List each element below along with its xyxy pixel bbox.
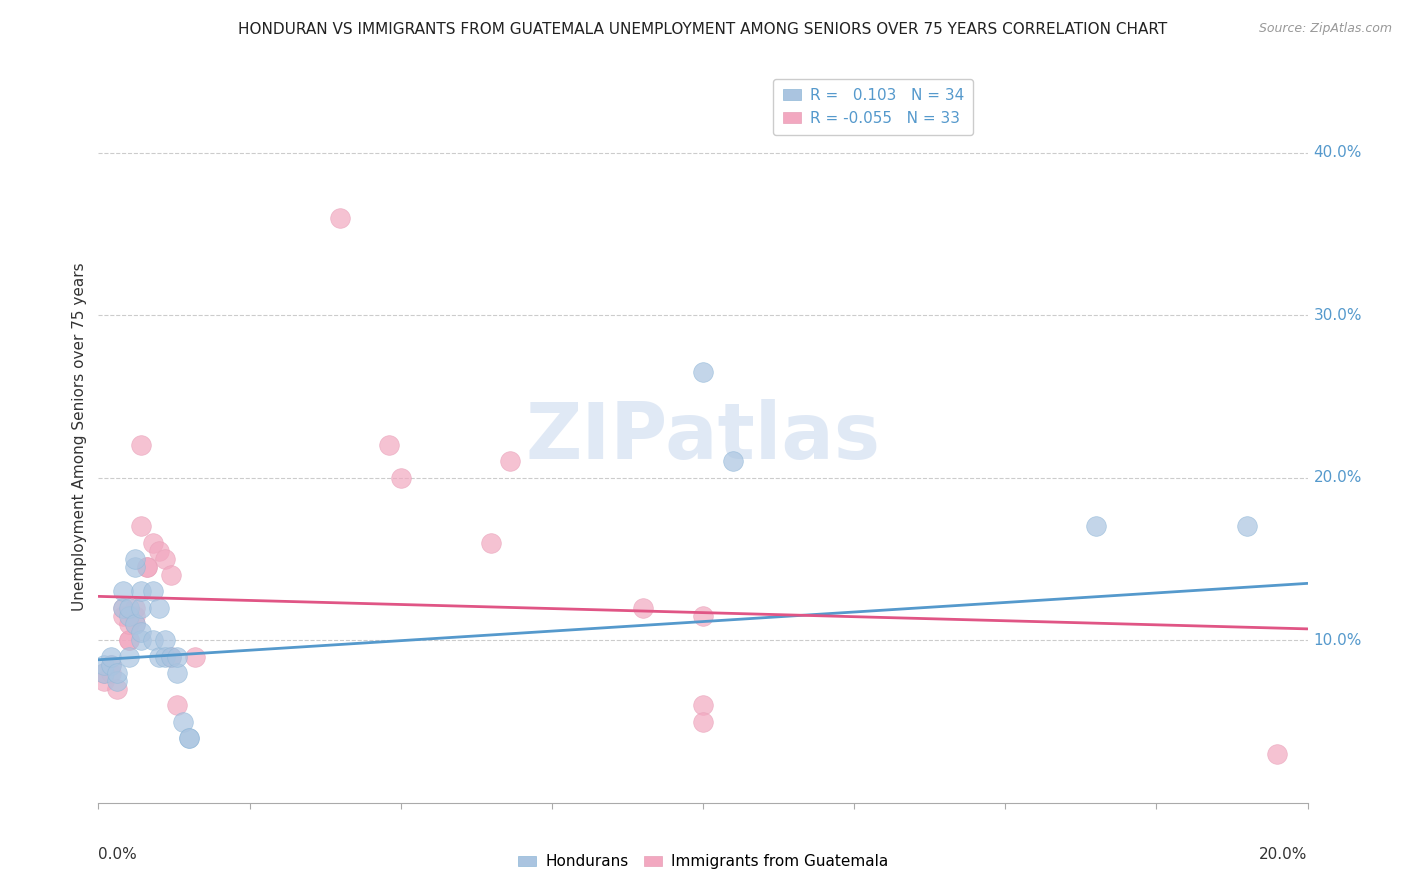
Point	[692, 698, 714, 713]
Point	[166, 649, 188, 664]
Point	[124, 552, 146, 566]
Point	[498, 454, 520, 468]
Point	[1236, 519, 1258, 533]
Point	[329, 211, 352, 225]
Point	[1085, 519, 1108, 533]
Point	[105, 673, 128, 688]
Point	[160, 649, 183, 664]
Point	[129, 600, 152, 615]
Point	[721, 454, 744, 468]
Text: 10.0%: 10.0%	[1313, 632, 1362, 648]
Point	[124, 608, 146, 623]
Point	[100, 665, 122, 680]
Point	[184, 649, 207, 664]
Point	[118, 649, 141, 664]
Point	[160, 568, 183, 582]
Point	[177, 731, 201, 745]
Point	[177, 731, 201, 745]
Point	[377, 438, 399, 452]
Point	[124, 560, 146, 574]
Point	[124, 617, 146, 632]
Point	[142, 535, 165, 549]
Text: Source: ZipAtlas.com: Source: ZipAtlas.com	[1258, 22, 1392, 36]
Point	[166, 665, 188, 680]
Text: 40.0%: 40.0%	[1313, 145, 1362, 161]
Text: HONDURAN VS IMMIGRANTS FROM GUATEMALA UNEMPLOYMENT AMONG SENIORS OVER 75 YEARS C: HONDURAN VS IMMIGRANTS FROM GUATEMALA UN…	[239, 22, 1167, 37]
Text: 0.0%: 0.0%	[98, 847, 138, 862]
Point	[135, 560, 157, 574]
Legend: Hondurans, Immigrants from Guatemala: Hondurans, Immigrants from Guatemala	[512, 848, 894, 875]
Point	[148, 649, 170, 664]
Point	[129, 633, 152, 648]
Point	[148, 600, 170, 615]
Point	[481, 535, 503, 549]
Point	[129, 519, 152, 533]
Point	[148, 544, 170, 558]
Point	[389, 471, 412, 485]
Point	[100, 657, 122, 672]
Point	[105, 665, 128, 680]
Point	[118, 608, 141, 623]
Point	[118, 633, 141, 648]
Point	[124, 600, 146, 615]
Text: 20.0%: 20.0%	[1313, 470, 1362, 485]
Point	[93, 673, 115, 688]
Point	[129, 584, 152, 599]
Point	[93, 665, 115, 680]
Point	[118, 617, 141, 632]
Point	[153, 649, 176, 664]
Point	[160, 649, 183, 664]
Point	[118, 633, 141, 648]
Point	[111, 608, 134, 623]
Point	[135, 560, 157, 574]
Point	[100, 657, 122, 672]
Text: 20.0%: 20.0%	[1260, 847, 1308, 862]
Point	[142, 584, 165, 599]
Point	[631, 600, 654, 615]
Point	[172, 714, 194, 729]
Point	[129, 625, 152, 640]
Point	[692, 365, 714, 379]
Point	[111, 600, 134, 615]
Point	[153, 633, 176, 648]
Point	[692, 608, 714, 623]
Point	[111, 584, 134, 599]
Point	[153, 552, 176, 566]
Point	[100, 649, 122, 664]
Text: 30.0%: 30.0%	[1313, 308, 1362, 323]
Point	[129, 438, 152, 452]
Point	[124, 617, 146, 632]
Point	[93, 665, 115, 680]
Point	[118, 600, 141, 615]
Point	[111, 600, 134, 615]
Point	[105, 681, 128, 696]
Legend: R =   0.103   N = 34, R = -0.055   N = 33: R = 0.103 N = 34, R = -0.055 N = 33	[773, 79, 973, 135]
Point	[692, 714, 714, 729]
Text: ZIPatlas: ZIPatlas	[526, 399, 880, 475]
Point	[166, 698, 188, 713]
Y-axis label: Unemployment Among Seniors over 75 years: Unemployment Among Seniors over 75 years	[72, 263, 87, 611]
Point	[1265, 747, 1288, 761]
Point	[142, 633, 165, 648]
Point	[93, 657, 115, 672]
